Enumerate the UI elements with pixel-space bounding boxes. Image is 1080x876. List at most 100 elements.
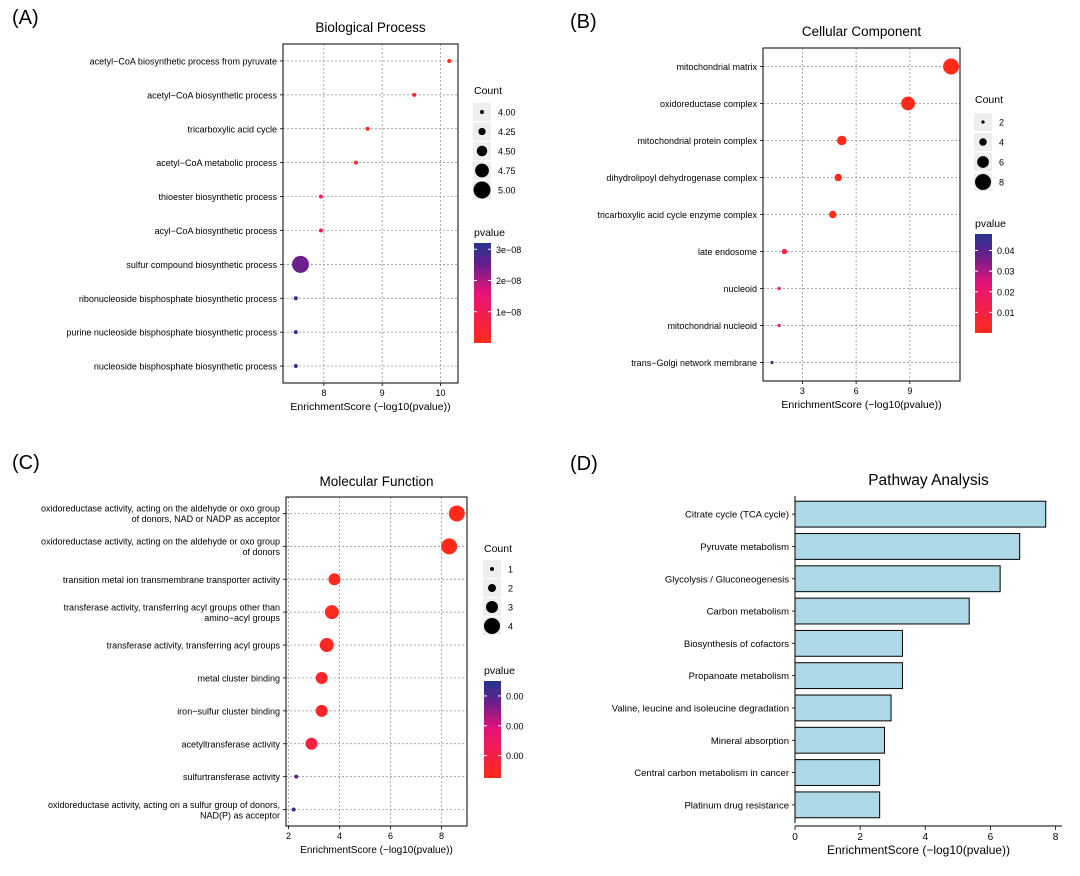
color-legend-label: 0.02: [997, 287, 1015, 297]
chart-title: Molecular Function: [319, 474, 433, 489]
x-axis-label: EnrichmentScore (−log10(pvalue)): [300, 845, 453, 856]
data-point: [328, 573, 341, 586]
y-tick-label: tricarboxylic acid cycle enzyme complex: [597, 210, 757, 220]
y-tick-label: thioester biosynthetic process: [158, 192, 277, 202]
data-point: [412, 92, 417, 97]
y-tick-label: mitochondrial matrix: [676, 62, 757, 72]
data-point: [319, 638, 334, 653]
color-legend-label: 0.00: [506, 751, 524, 761]
plot-frame: [285, 496, 468, 827]
size-legend-dot: [473, 181, 491, 199]
y-tick-label: Pyruvate metabolism: [700, 542, 789, 553]
x-tick-label: 10: [435, 388, 445, 398]
panel-label: (A): [12, 7, 39, 29]
y-tick-label: Platinum drug resistance: [684, 800, 789, 811]
color-legend-label: 0.01: [997, 308, 1015, 318]
x-tick-label: 8: [1053, 832, 1059, 843]
panel-label: (D): [570, 453, 598, 475]
size-legend-label: 2: [508, 584, 513, 594]
y-tick-label: transferase activity, transferring acyl …: [64, 602, 280, 612]
y-tick-label: trans−Golgi network membrane: [631, 358, 757, 368]
y-tick-label: acetyltransferase activity: [181, 739, 280, 749]
size-legend-label: 4: [999, 138, 1004, 148]
bar: [794, 597, 970, 625]
color-legend-bar: [975, 234, 992, 333]
data-point: [365, 126, 370, 131]
x-tick-label: 6: [854, 386, 859, 396]
chart-title: Biological Process: [315, 20, 426, 35]
data-point: [834, 173, 842, 182]
y-tick-label: of donors: [242, 547, 280, 557]
plot-frame: [282, 43, 459, 384]
y-tick-label: oxidoreductase activity, acting on the a…: [41, 537, 280, 547]
size-legend-label: 5.00: [498, 186, 516, 196]
x-tick-label: 9: [380, 388, 385, 398]
x-tick-label: 8: [321, 388, 326, 398]
y-tick-label: transition metal ion transmembrane trans…: [63, 575, 281, 585]
color-legend-bar: [474, 243, 491, 343]
y-tick-label: Valine, leucine and isoleucine degradati…: [612, 703, 789, 714]
size-legend-title: Count: [484, 543, 512, 555]
data-point: [293, 330, 298, 335]
y-tick-label: dihydrolipoyl dehydrogenase complex: [606, 173, 757, 183]
data-point: [324, 605, 339, 620]
data-point: [837, 135, 847, 146]
size-legend-dot: [484, 618, 500, 634]
data-point: [305, 737, 318, 750]
size-legend-label: 4: [508, 622, 513, 632]
y-tick-label: nucleoid: [723, 284, 757, 294]
data-point: [770, 360, 774, 365]
bar: [794, 694, 892, 722]
size-legend-dot: [981, 120, 985, 124]
y-tick-label: of donors, NAD or NADP as acceptor: [132, 514, 280, 524]
y-tick-label: oxidoreductase activity, acting on a sul…: [48, 800, 280, 810]
y-tick-label: sulfurtransferase activity: [183, 772, 281, 782]
data-point: [292, 255, 309, 273]
panel-label: (C): [12, 452, 40, 474]
bar: [794, 500, 1047, 528]
y-tick-label: mitochondrial protein complex: [637, 136, 757, 146]
size-legend-dot: [476, 145, 488, 157]
bar: [794, 565, 1001, 593]
y-tick-label: metal cluster binding: [197, 673, 280, 683]
size-legend-label: 1: [508, 565, 513, 575]
bar: [794, 726, 886, 754]
size-legend-label: 2: [999, 118, 1004, 128]
color-legend-label: 1e−08: [496, 307, 521, 317]
data-point: [777, 286, 781, 291]
y-tick-label: tricarboxylic acid cycle: [187, 124, 277, 134]
x-tick-label: 2: [857, 832, 863, 843]
data-point: [441, 538, 458, 555]
size-legend-title: Count: [975, 94, 1003, 106]
panel-a-biological-process: (A) Biological Process acetyl−CoA biosynth…: [12, 7, 521, 413]
y-tick-label: iron−sulfur cluster binding: [177, 706, 280, 716]
size-legend-dot: [475, 163, 489, 178]
color-legend-bar: [484, 681, 501, 778]
y-tick-label: nucleoside bisphosphate biosynthetic pro…: [94, 362, 278, 372]
y-tick-label: Biosynthesis of cofactors: [684, 639, 789, 650]
x-tick-label: 4: [337, 831, 342, 841]
panel-label: (B): [570, 11, 597, 33]
size-legend-dot: [478, 127, 486, 136]
y-tick-label: NAD(P) as acceptor: [200, 810, 280, 820]
color-legend-label: 0.00: [506, 691, 524, 701]
color-legend-title: pvalue: [474, 227, 505, 239]
data-point: [318, 228, 323, 233]
panel-c-molecular-function: (C) Molecular Function oxidoreductase acti…: [12, 452, 524, 856]
size-legend-dot: [490, 567, 494, 571]
y-tick-label: Central carbon metabolism in cancer: [634, 768, 789, 779]
color-legend-label: 0.03: [997, 267, 1015, 277]
color-legend-label: 2e−08: [496, 276, 521, 286]
data-point: [293, 364, 298, 369]
color-legend-title: pvalue: [484, 665, 515, 677]
y-tick-label: oxidoreductase activity, acting on the a…: [41, 504, 280, 514]
x-tick-label: 6: [988, 832, 994, 843]
y-tick-label: acetyl−CoA biosynthetic process from pyr…: [90, 56, 277, 66]
size-legend-label: 6: [999, 158, 1004, 168]
data-point: [353, 160, 358, 165]
x-tick-label: 2: [286, 831, 291, 841]
y-tick-label: sulfur compound biosynthetic process: [126, 260, 277, 270]
y-tick-label: Mineral absorption: [711, 736, 789, 747]
data-point: [291, 807, 296, 812]
